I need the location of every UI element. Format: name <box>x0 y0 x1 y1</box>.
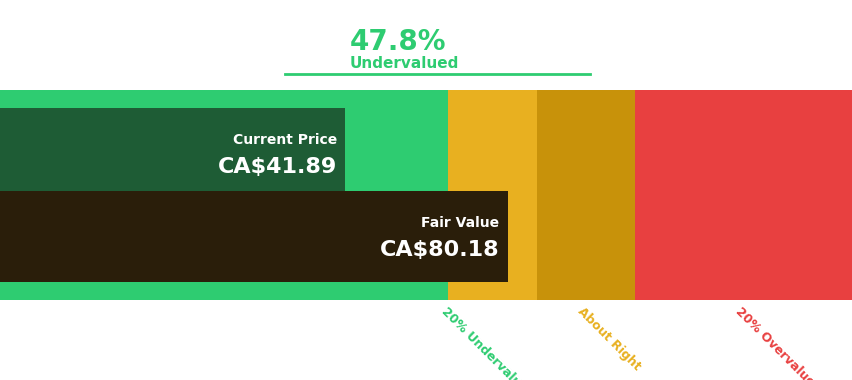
Text: 20% Overvalued: 20% Overvalued <box>732 305 822 380</box>
Text: About Right: About Right <box>574 305 642 373</box>
Text: Fair Value: Fair Value <box>421 216 499 230</box>
Text: 20% Undervalued: 20% Undervalued <box>438 305 535 380</box>
Text: CA$41.89: CA$41.89 <box>218 157 337 177</box>
Bar <box>537 90 635 300</box>
Text: Undervalued: Undervalued <box>349 56 459 71</box>
Bar <box>0 90 447 300</box>
Text: CA$80.18: CA$80.18 <box>379 240 499 260</box>
Bar <box>0 108 345 199</box>
Text: Current Price: Current Price <box>233 133 337 147</box>
Bar <box>447 90 537 300</box>
Bar <box>635 90 852 300</box>
Bar <box>0 191 507 282</box>
Text: 47.8%: 47.8% <box>349 28 446 56</box>
